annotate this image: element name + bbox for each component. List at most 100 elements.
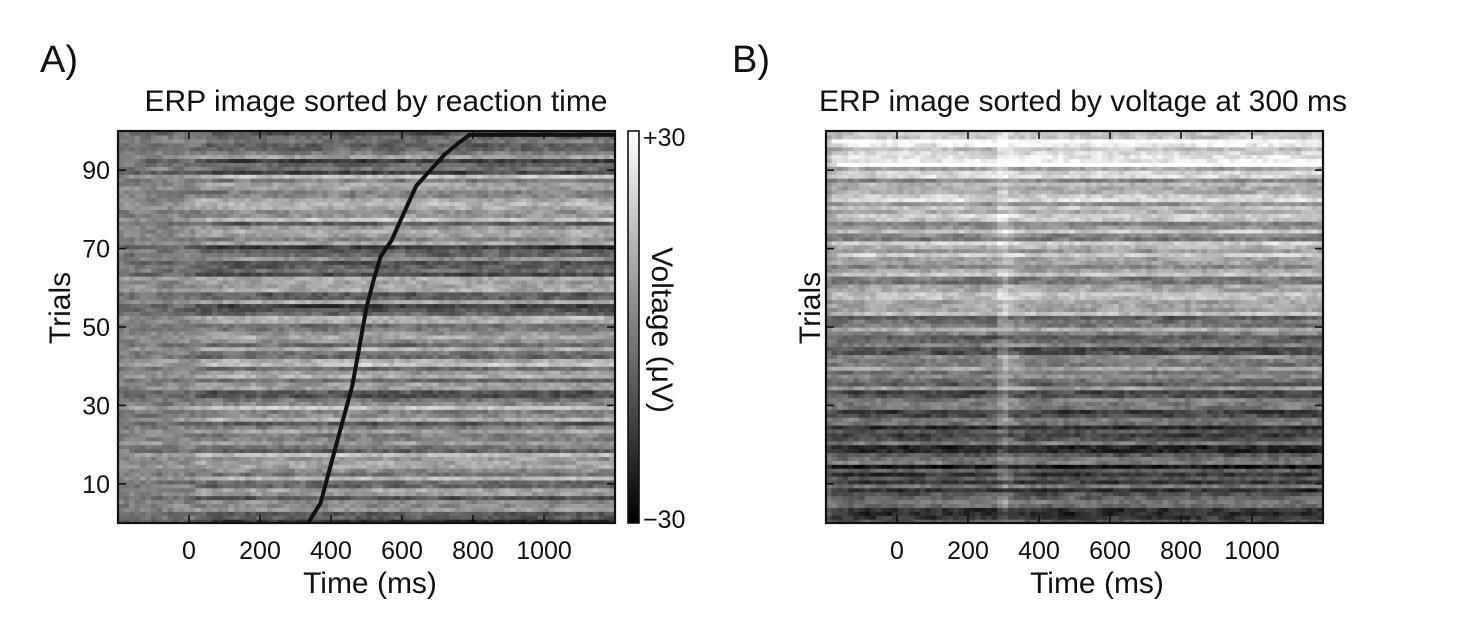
heatmap-cell bbox=[200, 464, 207, 469]
heatmap-cell bbox=[333, 464, 340, 469]
heatmap-cell bbox=[344, 507, 351, 512]
heatmap-cell bbox=[581, 358, 588, 363]
heatmap-cell bbox=[206, 346, 213, 352]
heatmap-cell bbox=[123, 503, 130, 508]
heatmap-cell bbox=[366, 428, 373, 434]
heatmap-cell bbox=[300, 397, 307, 403]
heatmap-cell bbox=[349, 468, 357, 473]
heatmap-cell bbox=[592, 366, 600, 371]
heatmap-cell bbox=[510, 515, 517, 520]
heatmap-cell bbox=[609, 401, 615, 406]
heatmap-cell bbox=[576, 472, 583, 477]
heatmap-cell bbox=[515, 444, 522, 450]
heatmap-cell bbox=[333, 456, 340, 461]
heatmap-cell bbox=[145, 487, 152, 493]
heatmap-cell bbox=[471, 507, 478, 512]
heatmap-cell bbox=[256, 374, 263, 379]
heatmap-cell bbox=[394, 327, 401, 332]
heatmap-cell bbox=[421, 468, 428, 473]
heatmap-cell bbox=[521, 377, 528, 383]
heatmap-cell bbox=[438, 440, 445, 446]
heatmap-cell bbox=[377, 460, 384, 465]
heatmap-cell bbox=[322, 366, 329, 371]
heatmap-cell bbox=[200, 311, 207, 316]
heatmap-cell bbox=[438, 452, 445, 457]
heatmap-cell bbox=[206, 472, 213, 477]
heatmap-cell bbox=[521, 428, 528, 434]
heatmap-cell bbox=[228, 409, 235, 414]
heatmap-cell bbox=[504, 330, 511, 336]
heatmap-cell bbox=[543, 358, 550, 363]
heatmap-cell bbox=[454, 370, 461, 375]
heatmap-cell bbox=[151, 475, 158, 481]
heatmap-cell bbox=[162, 350, 169, 356]
heatmap-cell bbox=[316, 515, 323, 520]
heatmap-cell bbox=[167, 338, 174, 344]
heatmap-cell bbox=[383, 464, 390, 469]
heatmap-cell bbox=[570, 389, 577, 395]
heatmap-cell bbox=[460, 377, 467, 383]
heatmap-cell bbox=[443, 354, 450, 359]
heatmap-cell bbox=[355, 511, 362, 516]
heatmap-cell bbox=[283, 303, 290, 308]
heatmap-cell bbox=[211, 342, 218, 348]
heatmap-cell bbox=[465, 472, 473, 477]
heatmap-cell bbox=[532, 409, 539, 414]
heatmap-cell bbox=[581, 315, 588, 320]
heatmap-cell bbox=[587, 307, 594, 312]
heatmap-cell bbox=[454, 377, 461, 383]
heatmap-cell bbox=[559, 370, 566, 375]
heatmap-cell bbox=[592, 448, 600, 454]
heatmap-cell bbox=[493, 519, 500, 523]
heatmap-cell bbox=[338, 319, 346, 324]
heatmap-cell bbox=[349, 315, 357, 320]
heatmap-cell bbox=[349, 503, 357, 508]
heatmap-cell bbox=[399, 330, 406, 336]
heatmap-cell bbox=[543, 389, 550, 395]
heatmap-cell bbox=[427, 370, 434, 375]
heatmap-cell bbox=[576, 475, 583, 481]
heatmap-cell bbox=[300, 405, 307, 410]
heatmap-cell bbox=[510, 381, 517, 387]
heatmap-cell bbox=[283, 374, 290, 379]
heatmap-cell bbox=[245, 389, 252, 395]
heatmap-cell bbox=[195, 515, 202, 520]
heatmap-cell bbox=[261, 479, 268, 485]
heatmap-cell bbox=[239, 519, 246, 523]
heatmap-cell bbox=[515, 495, 522, 501]
heatmap-cell bbox=[300, 472, 307, 477]
heatmap-cell bbox=[515, 519, 522, 523]
heatmap-cell bbox=[195, 421, 202, 426]
heatmap-cell bbox=[383, 315, 390, 320]
heatmap-cell bbox=[521, 397, 528, 403]
heatmap-cell bbox=[305, 475, 312, 481]
heatmap-cell bbox=[405, 421, 412, 426]
heatmap-cell bbox=[256, 354, 263, 359]
heatmap-cell bbox=[559, 385, 566, 391]
heatmap-cell bbox=[554, 374, 561, 379]
heatmap-cell bbox=[487, 432, 495, 438]
heatmap-cell bbox=[565, 409, 572, 414]
heatmap-cell bbox=[521, 515, 528, 520]
heatmap-cell bbox=[521, 440, 528, 446]
heatmap-cell bbox=[427, 307, 434, 312]
heatmap-cell bbox=[592, 421, 600, 426]
heatmap-cell bbox=[510, 428, 517, 434]
heatmap-cell bbox=[576, 381, 583, 387]
heatmap-cell bbox=[598, 428, 605, 434]
heatmap-cell bbox=[256, 401, 263, 406]
heatmap-cell bbox=[482, 511, 489, 516]
heatmap-cell bbox=[383, 370, 390, 375]
heatmap-cell bbox=[300, 448, 307, 454]
heatmap-cell bbox=[167, 319, 174, 324]
heatmap-cell bbox=[294, 323, 301, 328]
heatmap-cell bbox=[250, 311, 257, 316]
heatmap-cell bbox=[487, 491, 495, 497]
heatmap-cell bbox=[156, 358, 163, 363]
heatmap-cell bbox=[532, 456, 539, 461]
heatmap-cell bbox=[344, 444, 351, 450]
heatmap-cell bbox=[283, 319, 290, 324]
heatmap-cell bbox=[454, 417, 461, 422]
heatmap-cell bbox=[245, 327, 252, 332]
heatmap-cell bbox=[134, 389, 141, 395]
